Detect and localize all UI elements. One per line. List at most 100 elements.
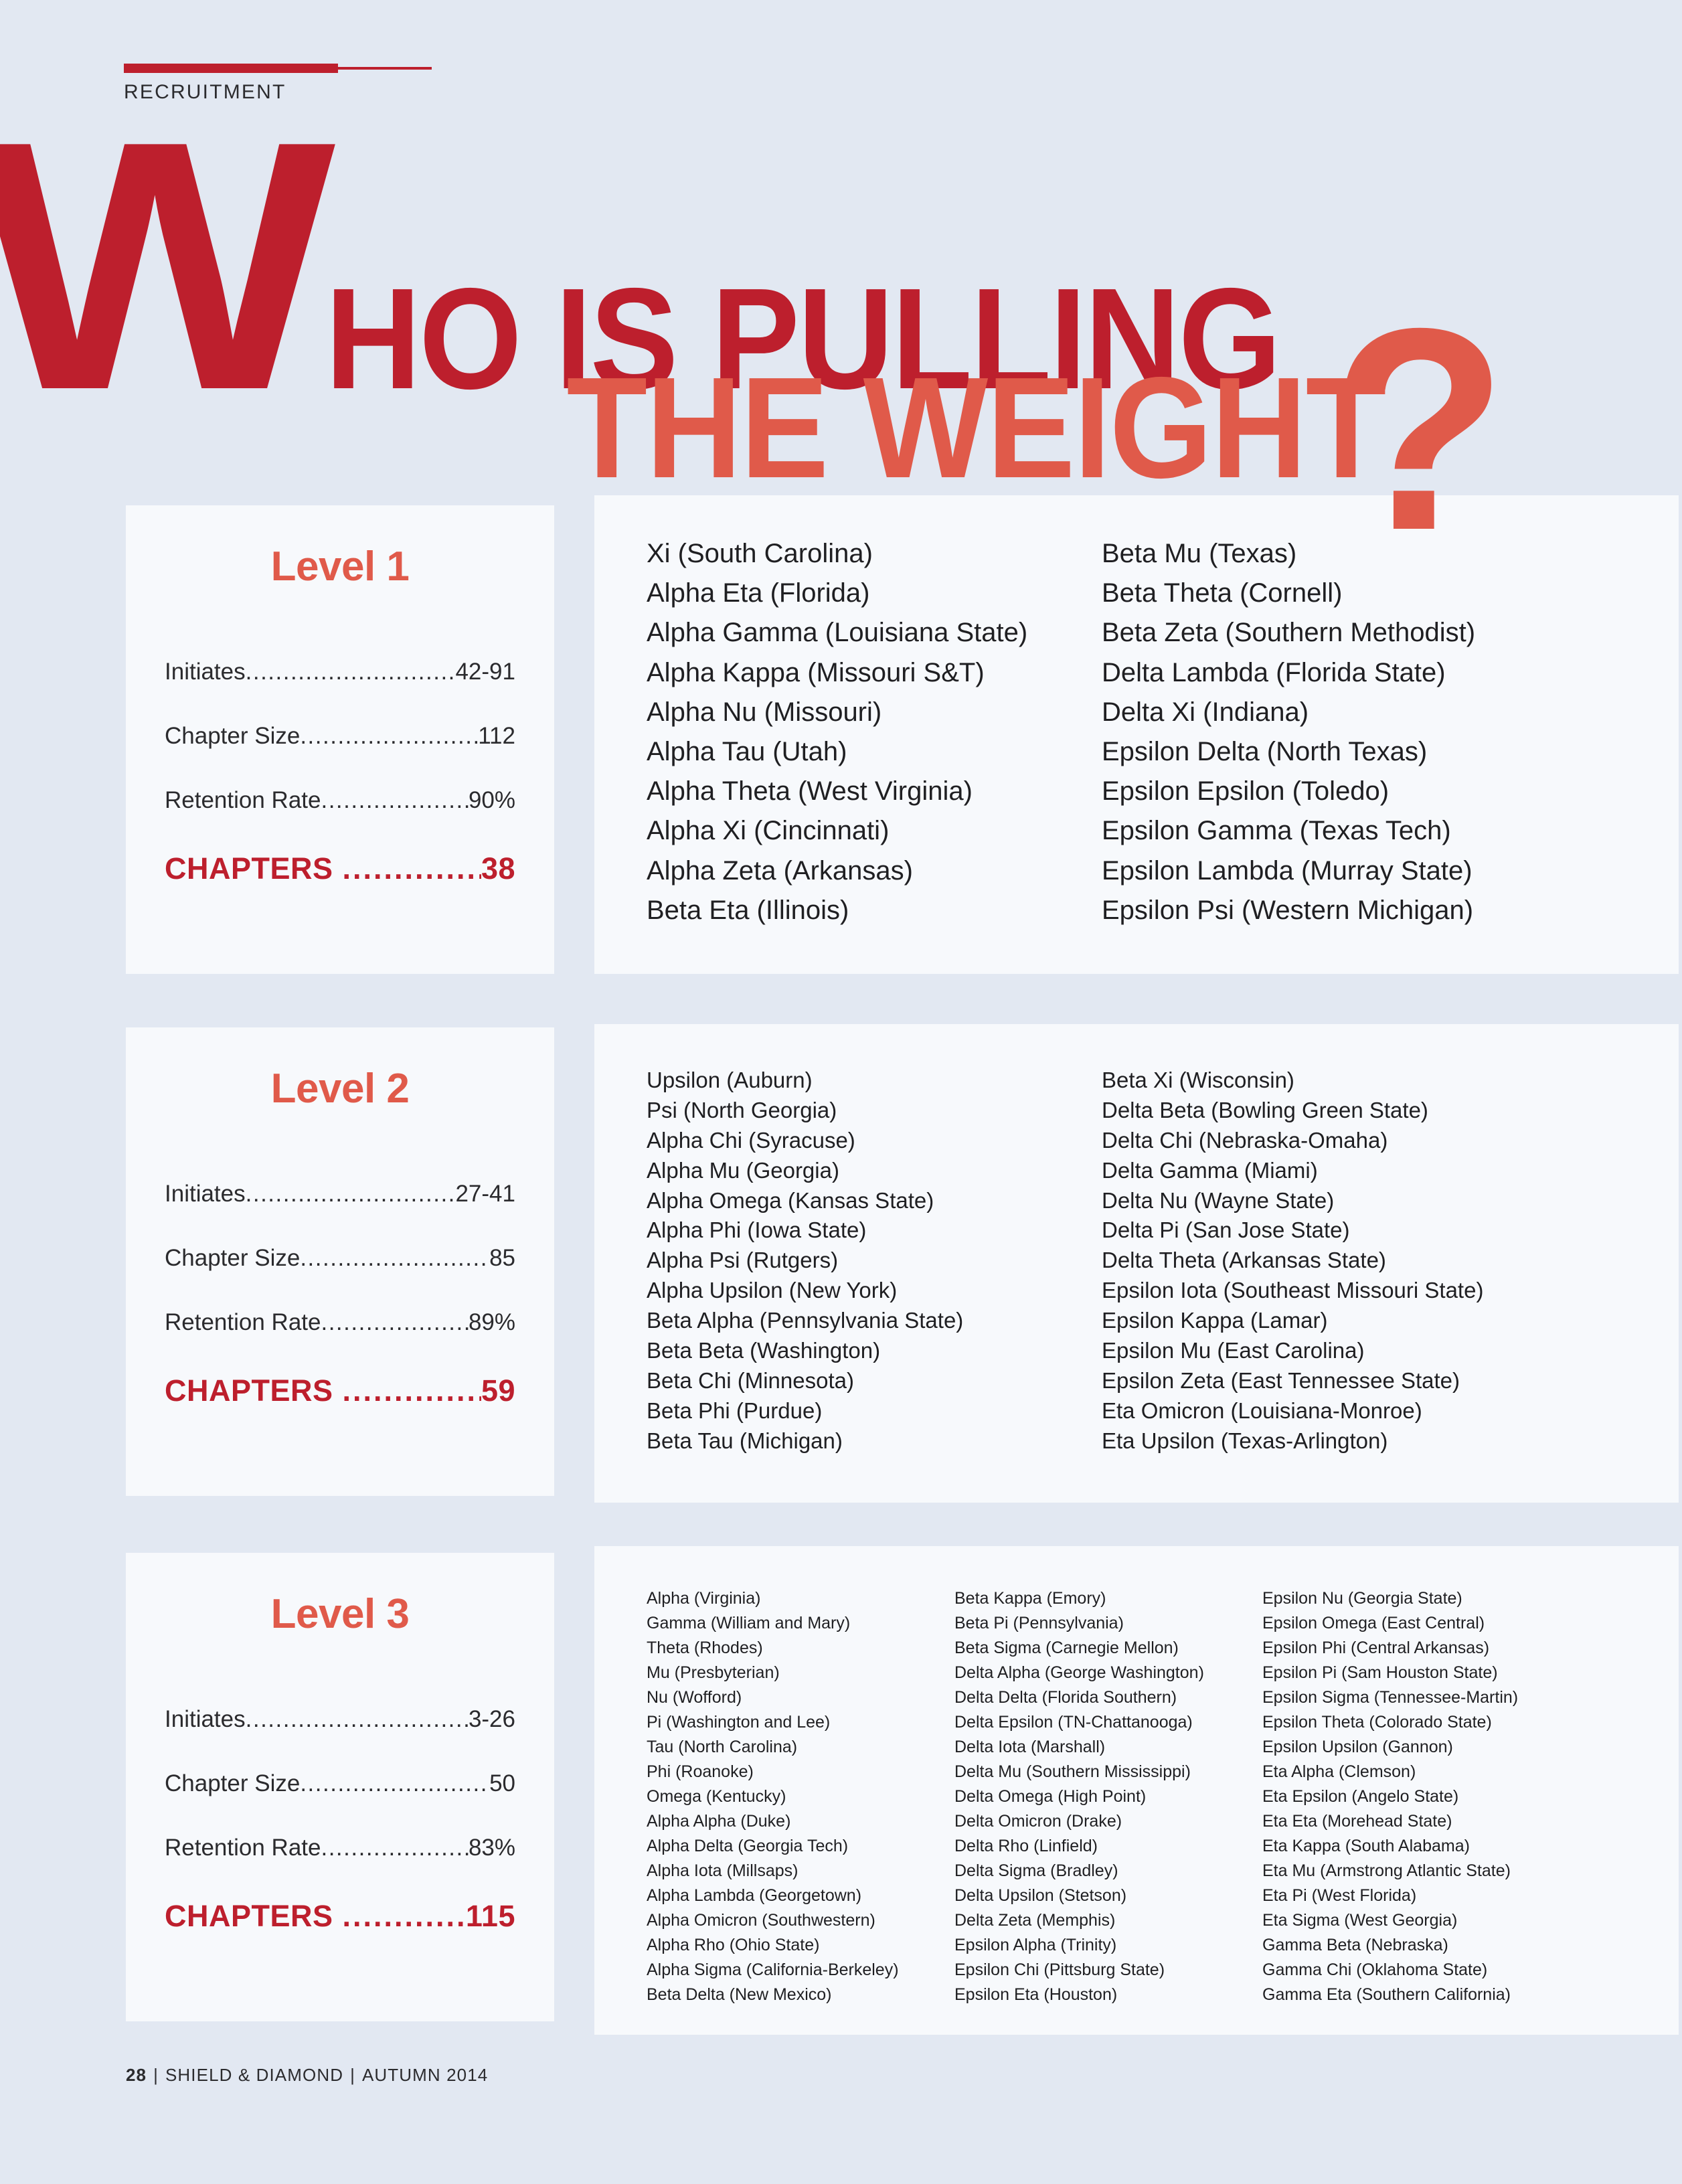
footer-page-number: 28 xyxy=(126,2065,147,2085)
dot-leader xyxy=(300,1770,489,1797)
headline-block: WHO IS PULLING THE WEIGHT xyxy=(0,68,1682,499)
chapter-list-item: Eta Omicron (Louisiana-Monroe) xyxy=(1102,1398,1422,1423)
chapter-list-item: Alpha Iota (Millsaps) xyxy=(647,1861,798,1880)
stat-row: Chapter Size 85 xyxy=(165,1245,515,1272)
chapter-list-item: Epsilon Iota (Southeast Missouri State) xyxy=(1102,1278,1484,1303)
level-2-chapter-list-panel: Upsilon (Auburn) Psi (North Georgia) Alpha… xyxy=(594,1024,1679,1503)
chapter-list-item: Eta Mu (Armstrong Atlantic State) xyxy=(1262,1861,1511,1880)
chapter-list-item: Epsilon Delta (North Texas) xyxy=(1102,736,1428,766)
stat-value: 27-41 xyxy=(455,1181,515,1207)
chapter-column: Beta Kappa (Emory) Beta Pi (Pennsylvania)… xyxy=(954,1586,1262,2007)
chapter-list-item: Beta Tau (Michigan) xyxy=(647,1428,843,1453)
level-1-columns: Xi (South Carolina) Alpha Eta (Florida) Al… xyxy=(594,495,1679,930)
chapter-list-item: Mu (Presbyterian) xyxy=(647,1663,780,1682)
kicker-rule-thick xyxy=(124,64,338,73)
dot-leader xyxy=(300,723,478,750)
stat-label: Retention Rate xyxy=(165,1835,321,1861)
chapter-list-item: Phi (Roanoke) xyxy=(647,1762,754,1781)
level-3-title: Level 3 xyxy=(270,1591,410,1637)
kicker-rule-thin xyxy=(338,67,432,70)
chapter-list-item: Delta Delta (Florida Southern) xyxy=(954,1688,1177,1707)
chapter-list-item: Delta Omicron (Drake) xyxy=(954,1812,1122,1831)
page-footer: 28 | SHIELD & DIAMOND | AUTUMN 2014 xyxy=(126,2065,488,2086)
chapter-list-item: Nu (Wofford) xyxy=(647,1688,742,1707)
chapter-list-item: Epsilon Eta (Houston) xyxy=(954,1985,1118,2004)
dot-leader xyxy=(343,1373,481,1408)
chapter-list-item: Alpha Psi (Rutgers) xyxy=(647,1248,839,1273)
chapter-column: Alpha (Virginia) Gamma (William and Mary)… xyxy=(647,1586,954,2007)
chapter-list-item: Delta Zeta (Memphis) xyxy=(954,1911,1116,1930)
chapter-list-item: Alpha Alpha (Duke) xyxy=(647,1812,791,1831)
dot-leader xyxy=(246,1706,469,1733)
chapter-list-item: Omega (Kentucky) xyxy=(647,1787,786,1806)
chapter-list-item: Xi (South Carolina) xyxy=(647,539,873,568)
chapter-list-item: Alpha Tau (Utah) xyxy=(647,736,847,766)
chapter-list-item: Beta Delta (New Mexico) xyxy=(647,1985,832,2004)
chapters-label: CHAPTERS xyxy=(165,851,333,886)
chapter-list-item: Epsilon Pi (Sam Houston State) xyxy=(1262,1663,1498,1682)
footer-publication: SHIELD & DIAMOND xyxy=(165,2065,344,2085)
chapters-value: 38 xyxy=(481,851,515,886)
chapter-list-item: Delta Theta (Arkansas State) xyxy=(1102,1248,1386,1273)
footer-separator: | xyxy=(153,2065,159,2085)
stat-row: Chapter Size 50 xyxy=(165,1770,515,1797)
chapter-list-item: Beta Beta (Washington) xyxy=(647,1337,881,1363)
chapter-list-item: Alpha Rho (Ohio State) xyxy=(647,1936,820,1954)
chapter-list-item: Beta Phi (Purdue) xyxy=(647,1398,823,1423)
chapter-list-item: Beta Xi (Wisconsin) xyxy=(1102,1068,1294,1092)
chapter-list-item: Epsilon Mu (East Carolina) xyxy=(1102,1337,1365,1363)
chapter-list-item: Alpha Zeta (Arkansas) xyxy=(647,855,913,886)
chapter-list-item: Eta Kappa (South Alabama) xyxy=(1262,1837,1470,1855)
level-3-chapters-total: CHAPTERS 115 xyxy=(165,1899,515,1934)
chapter-list-item: Delta Alpha (George Washington) xyxy=(954,1663,1204,1682)
chapter-list-item: Eta Upsilon (Texas-Arlington) xyxy=(1102,1428,1388,1453)
chapter-list-item: Delta Chi (Nebraska-Omaha) xyxy=(1102,1127,1388,1153)
level-3-chapter-list-panel: Alpha (Virginia) Gamma (William and Mary)… xyxy=(594,1546,1679,2035)
chapter-list-item: Beta Sigma (Carnegie Mellon) xyxy=(954,1639,1179,1657)
chapter-list-item: Beta Mu (Texas) xyxy=(1102,539,1297,568)
chapter-list-item: Tau (North Carolina) xyxy=(647,1738,798,1756)
chapter-list-item: Gamma (William and Mary) xyxy=(647,1614,851,1632)
stat-value: 112 xyxy=(478,723,515,749)
chapter-list-item: Alpha Phi (Iowa State) xyxy=(647,1217,867,1243)
chapter-list-item: Gamma Eta (Southern California) xyxy=(1262,1985,1511,2004)
chapter-list-item: Alpha (Virginia) xyxy=(647,1589,761,1608)
stat-label: Chapter Size xyxy=(165,1245,301,1271)
stat-row: Initiates 27-41 xyxy=(165,1181,515,1207)
chapter-list-item: Beta Pi (Pennsylvania) xyxy=(954,1614,1124,1632)
chapter-list-item: Gamma Beta (Nebraska) xyxy=(1262,1936,1448,1954)
chapter-list-item: Delta Gamma (Miami) xyxy=(1102,1157,1318,1183)
chapter-list-item: Beta Eta (Illinois) xyxy=(647,895,849,925)
chapter-list-item: Delta Omega (High Point) xyxy=(954,1787,1147,1806)
chapter-list-item: Delta Iota (Marshall) xyxy=(954,1738,1106,1756)
chapter-list-item: Epsilon Gamma (Texas Tech) xyxy=(1102,816,1451,846)
level-1-title: Level 1 xyxy=(270,543,410,590)
section-kicker: RECRUITMENT xyxy=(124,64,438,104)
dot-leader xyxy=(246,1181,456,1207)
stat-value: 3-26 xyxy=(468,1706,515,1732)
chapter-list-item: Eta Eta (Morehead State) xyxy=(1262,1812,1452,1831)
chapter-list-item: Epsilon Psi (Western Michigan) xyxy=(1102,895,1474,925)
chapter-list-item: Eta Pi (West Florida) xyxy=(1262,1886,1417,1905)
chapter-list-item: Alpha Sigma (California-Berkeley) xyxy=(647,1960,899,1979)
chapter-list-item: Alpha Lambda (Georgetown) xyxy=(647,1886,862,1905)
level-3-stats-panel: Level 3 Initiates 3-26 Chapter Size 50 R… xyxy=(126,1553,554,2021)
level-2-stats-panel: Level 2 Initiates 27-41 Chapter Size 85 … xyxy=(126,1027,554,1496)
level-3-stat-list: Initiates 3-26 Chapter Size 50 Retention… xyxy=(126,1638,554,1861)
chapters-label: CHAPTERS xyxy=(165,1373,333,1408)
chapters-value: 115 xyxy=(465,1899,515,1933)
level-2-columns: Upsilon (Auburn) Psi (North Georgia) Alpha… xyxy=(594,1024,1679,1456)
chapter-column: Xi (South Carolina) Alpha Eta (Florida) Al… xyxy=(647,534,1102,930)
headline-dropcap: W xyxy=(0,68,335,464)
chapter-list-item: Theta (Rhodes) xyxy=(647,1639,763,1657)
headline-line-1: WHO IS PULLING xyxy=(0,68,1345,464)
chapter-list-item: Epsilon Nu (Georgia State) xyxy=(1262,1589,1462,1608)
stat-label: Chapter Size xyxy=(165,723,301,749)
chapters-value: 59 xyxy=(481,1373,515,1408)
dot-leader xyxy=(321,1309,468,1336)
stat-value: 85 xyxy=(489,1245,515,1271)
headline-line-2: THE WEIGHT xyxy=(0,355,1387,499)
chapter-list-item: Beta Theta (Cornell) xyxy=(1102,578,1343,608)
chapter-list-item: Eta Sigma (West Georgia) xyxy=(1262,1911,1458,1930)
